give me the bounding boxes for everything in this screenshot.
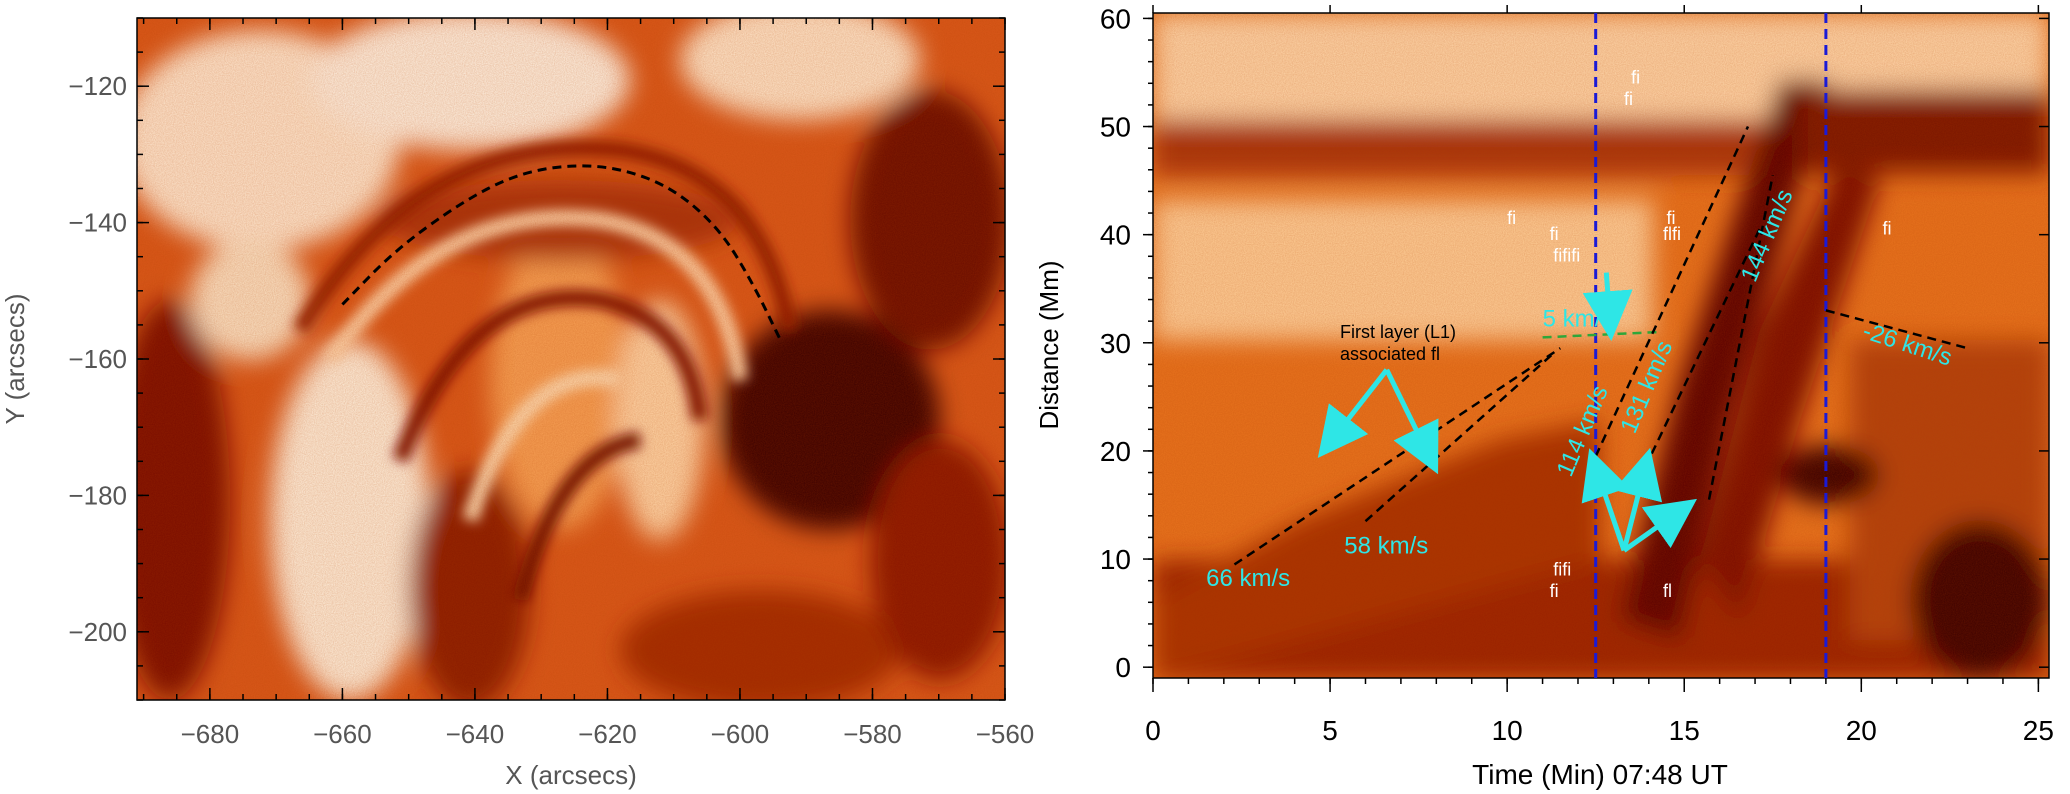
annotation-arrow <box>1622 498 1698 553</box>
small-annotation-label: fifi <box>1553 559 1571 579</box>
right-y-tick-label: 30 <box>1100 328 1131 359</box>
small-annotation-label: fi <box>1883 219 1892 239</box>
small-annotation-label: fl <box>1663 581 1672 601</box>
small-annotation-label: fi <box>1507 208 1516 228</box>
small-annotation-label: fi <box>1667 208 1676 228</box>
left-y-tick-label: −180 <box>68 480 127 510</box>
velocity-fit-label: 5 km/s <box>1543 306 1614 333</box>
right-y-ticks: 0 10 20 30 40 50 60 <box>1100 3 2049 683</box>
annotation-arrow <box>1582 272 1633 342</box>
left-x-tick-label: −640 <box>446 719 505 749</box>
left-y-axis-label: Y (arcsecs) <box>0 294 30 425</box>
right-y-tick-label: 50 <box>1100 112 1131 143</box>
right-time-distance-image <box>1153 13 2049 678</box>
small-annotation-label: fi <box>1631 67 1640 87</box>
left-y-ticks: −120 −140 −160 −180 −200 <box>68 17 1005 701</box>
left-x-axis-label: X (arcsecs) <box>505 760 636 790</box>
annotation-arrow <box>1613 447 1663 552</box>
small-annotation-label: fi <box>1550 581 1559 601</box>
left-x-tick-label: −620 <box>578 719 637 749</box>
right-y-tick-label: 10 <box>1100 544 1131 575</box>
left-panel: −680 −660 −640 −620 −600 −580 −560 −120 −140 −16… <box>0 17 1035 790</box>
right-x-ticks: 0 5 10 15 20 25 <box>1145 5 2054 746</box>
small-annotation-label: flfi <box>1663 224 1681 244</box>
right-plot-frame <box>1152 12 2050 679</box>
left-y-tick-label: −200 <box>68 617 127 647</box>
left-x-tick-label: −660 <box>313 719 372 749</box>
velocity-fit-line <box>1825 309 1968 350</box>
left-y-tick-label: −120 <box>68 71 127 101</box>
velocity-fit-label: 58 km/s <box>1344 533 1428 560</box>
small-annotation-label: fi <box>1624 89 1633 109</box>
small-annotation-label: fififi <box>1553 246 1580 266</box>
left-x-tick-label: −600 <box>711 719 770 749</box>
right-x-tick-label: 5 <box>1322 715 1338 746</box>
right-x-tick-label: 15 <box>1669 715 1700 746</box>
left-y-tick-label: −140 <box>68 208 127 238</box>
left-dashed-loop-trace <box>341 164 782 340</box>
right-y-tick-label: 20 <box>1100 436 1131 467</box>
right-y-axis-label: Distance (Mm) <box>1034 260 1064 429</box>
left-solar-image <box>137 18 1005 700</box>
left-x-tick-label: −560 <box>976 719 1035 749</box>
left-x-ticks: −680 −660 −640 −620 −600 −580 −560 <box>142 18 1035 749</box>
right-y-tick-label: 60 <box>1100 3 1131 34</box>
annotation-arrow <box>1384 368 1439 475</box>
velocity-fit-label: 66 km/s <box>1206 565 1290 592</box>
velocity-fit-line <box>1594 126 1750 457</box>
annotation-arrow <box>1317 368 1389 459</box>
right-x-tick-label: 0 <box>1145 715 1161 746</box>
velocity-fit-line <box>1364 352 1555 523</box>
right-y-tick-label: 0 <box>1115 652 1131 683</box>
small-annotation-label: fi <box>1550 224 1559 244</box>
right-x-tick-label: 20 <box>1846 715 1877 746</box>
left-y-tick-label: −160 <box>68 344 127 374</box>
left-x-tick-label: −580 <box>843 719 902 749</box>
right-annotation-arrows <box>1317 272 1698 553</box>
right-x-tick-label: 25 <box>2023 715 2054 746</box>
right-x-tick-label: 10 <box>1492 715 1523 746</box>
first-layer-label-line1: First layer (L1) <box>1340 322 1456 342</box>
right-y-tick-label: 40 <box>1100 220 1131 251</box>
velocity-fit-line <box>1542 330 1660 339</box>
annotation-arrow <box>1581 448 1630 552</box>
velocity-fit-line <box>1707 174 1774 500</box>
first-layer-label-line2: associated fl <box>1340 344 1440 364</box>
right-x-axis-label: Time (Min) 07:48 UT <box>1472 759 1728 790</box>
left-x-tick-label: −680 <box>181 719 240 749</box>
